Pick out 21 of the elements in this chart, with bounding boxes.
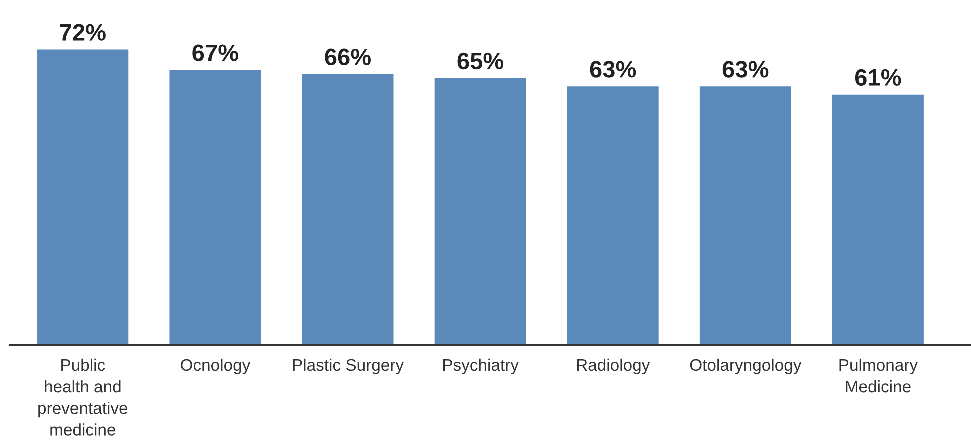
bar <box>434 78 526 345</box>
data-label: 67% <box>192 44 238 62</box>
data-label: 61% <box>855 69 902 86</box>
bar <box>170 70 262 345</box>
x-tick-label: Pulmonary Medicine <box>840 358 918 393</box>
data-label: 72% <box>60 24 106 41</box>
x-tick-label: Psychiatry <box>443 358 519 374</box>
data-label: 65% <box>458 52 504 70</box>
bar <box>567 86 659 345</box>
x-tick-label: Ocnology <box>181 358 251 374</box>
x-tick-label: Otolaryngology <box>690 358 802 374</box>
bar <box>37 50 129 345</box>
data-label: 63% <box>590 61 636 78</box>
bar <box>700 86 792 345</box>
x-tick-label: Public health and preventative medicine <box>38 358 128 436</box>
data-label: 66% <box>325 48 372 66</box>
x-tick-label: Radiology <box>577 358 650 374</box>
bar <box>302 74 394 345</box>
x-tick-label: Plastic Surgery <box>293 358 404 374</box>
bar <box>832 94 924 345</box>
data-label: 63% <box>722 61 769 78</box>
